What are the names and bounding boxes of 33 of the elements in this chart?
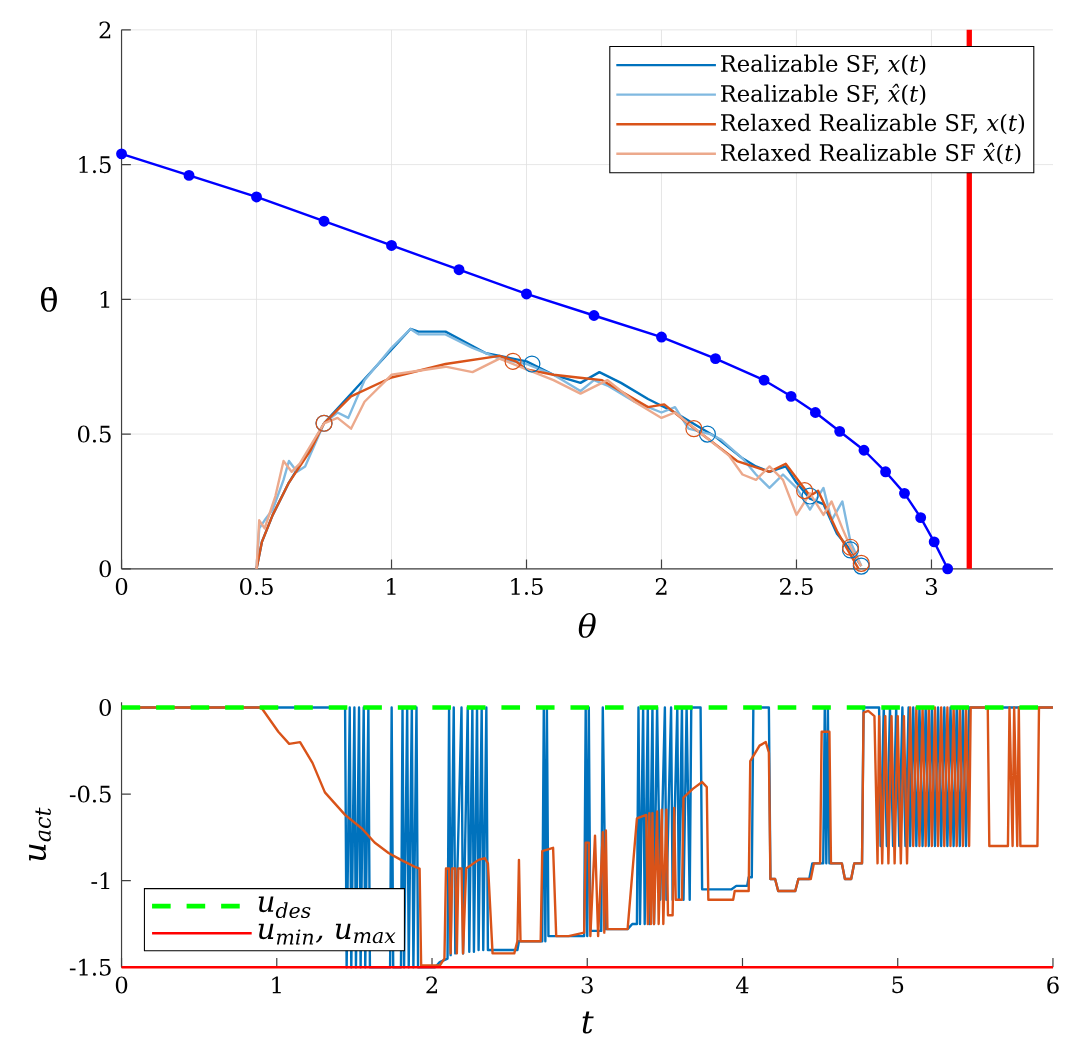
x-tick-label: 0 [115,976,128,994]
x-tick-label: 6 [1047,976,1059,994]
x-tick-label: 1 [387,577,396,595]
y-tick-label: 0 [99,560,111,578]
legend-label: Relaxed Realizable SF, x(t) [721,113,1025,135]
x-tick-label: 4 [735,976,749,994]
x-tick-label: 0 [115,577,128,596]
x-tick-label: 1.5 [511,577,543,596]
x-tick-label: 5 [892,976,904,994]
y-tick-label: -1.5 [69,958,111,976]
x-axis-title: θ [578,613,596,638]
x-tick-label: 0.5 [240,577,273,596]
y-tick-label: 1 [100,290,110,308]
legend-label: u$_{des}$ [258,896,311,919]
legend-label: u$_{min}$, u$_{max}$ [258,923,396,945]
x-axis-title: t [582,1011,594,1034]
x-tick-label: 3 [926,577,937,596]
x-tick-label: 1 [272,976,281,994]
y-tick-label: -1 [91,872,110,890]
x-tick-label: 2 [655,577,667,595]
y-axis-title: u$_{act}$ [29,807,51,861]
y-tick-label: -0.5 [69,785,111,803]
x-tick-label: 3 [581,976,593,994]
x-tick-label: 2 [426,976,437,994]
y-tick-label: 2 [99,21,111,39]
y-tick-label: 1.5 [79,156,111,174]
y-axis-title: θ̇ [40,286,57,312]
y-tick-label: 0 [99,698,111,717]
y-tick-label: 0.5 [77,425,111,443]
legend-label: Realizable SF, x(t) [721,54,926,76]
x-tick-label: 2.5 [780,577,813,596]
legend-label: Realizable SF, x̂(t) [721,83,926,106]
legend-label: Relaxed Realizable SF x̂(t) [721,142,1021,165]
